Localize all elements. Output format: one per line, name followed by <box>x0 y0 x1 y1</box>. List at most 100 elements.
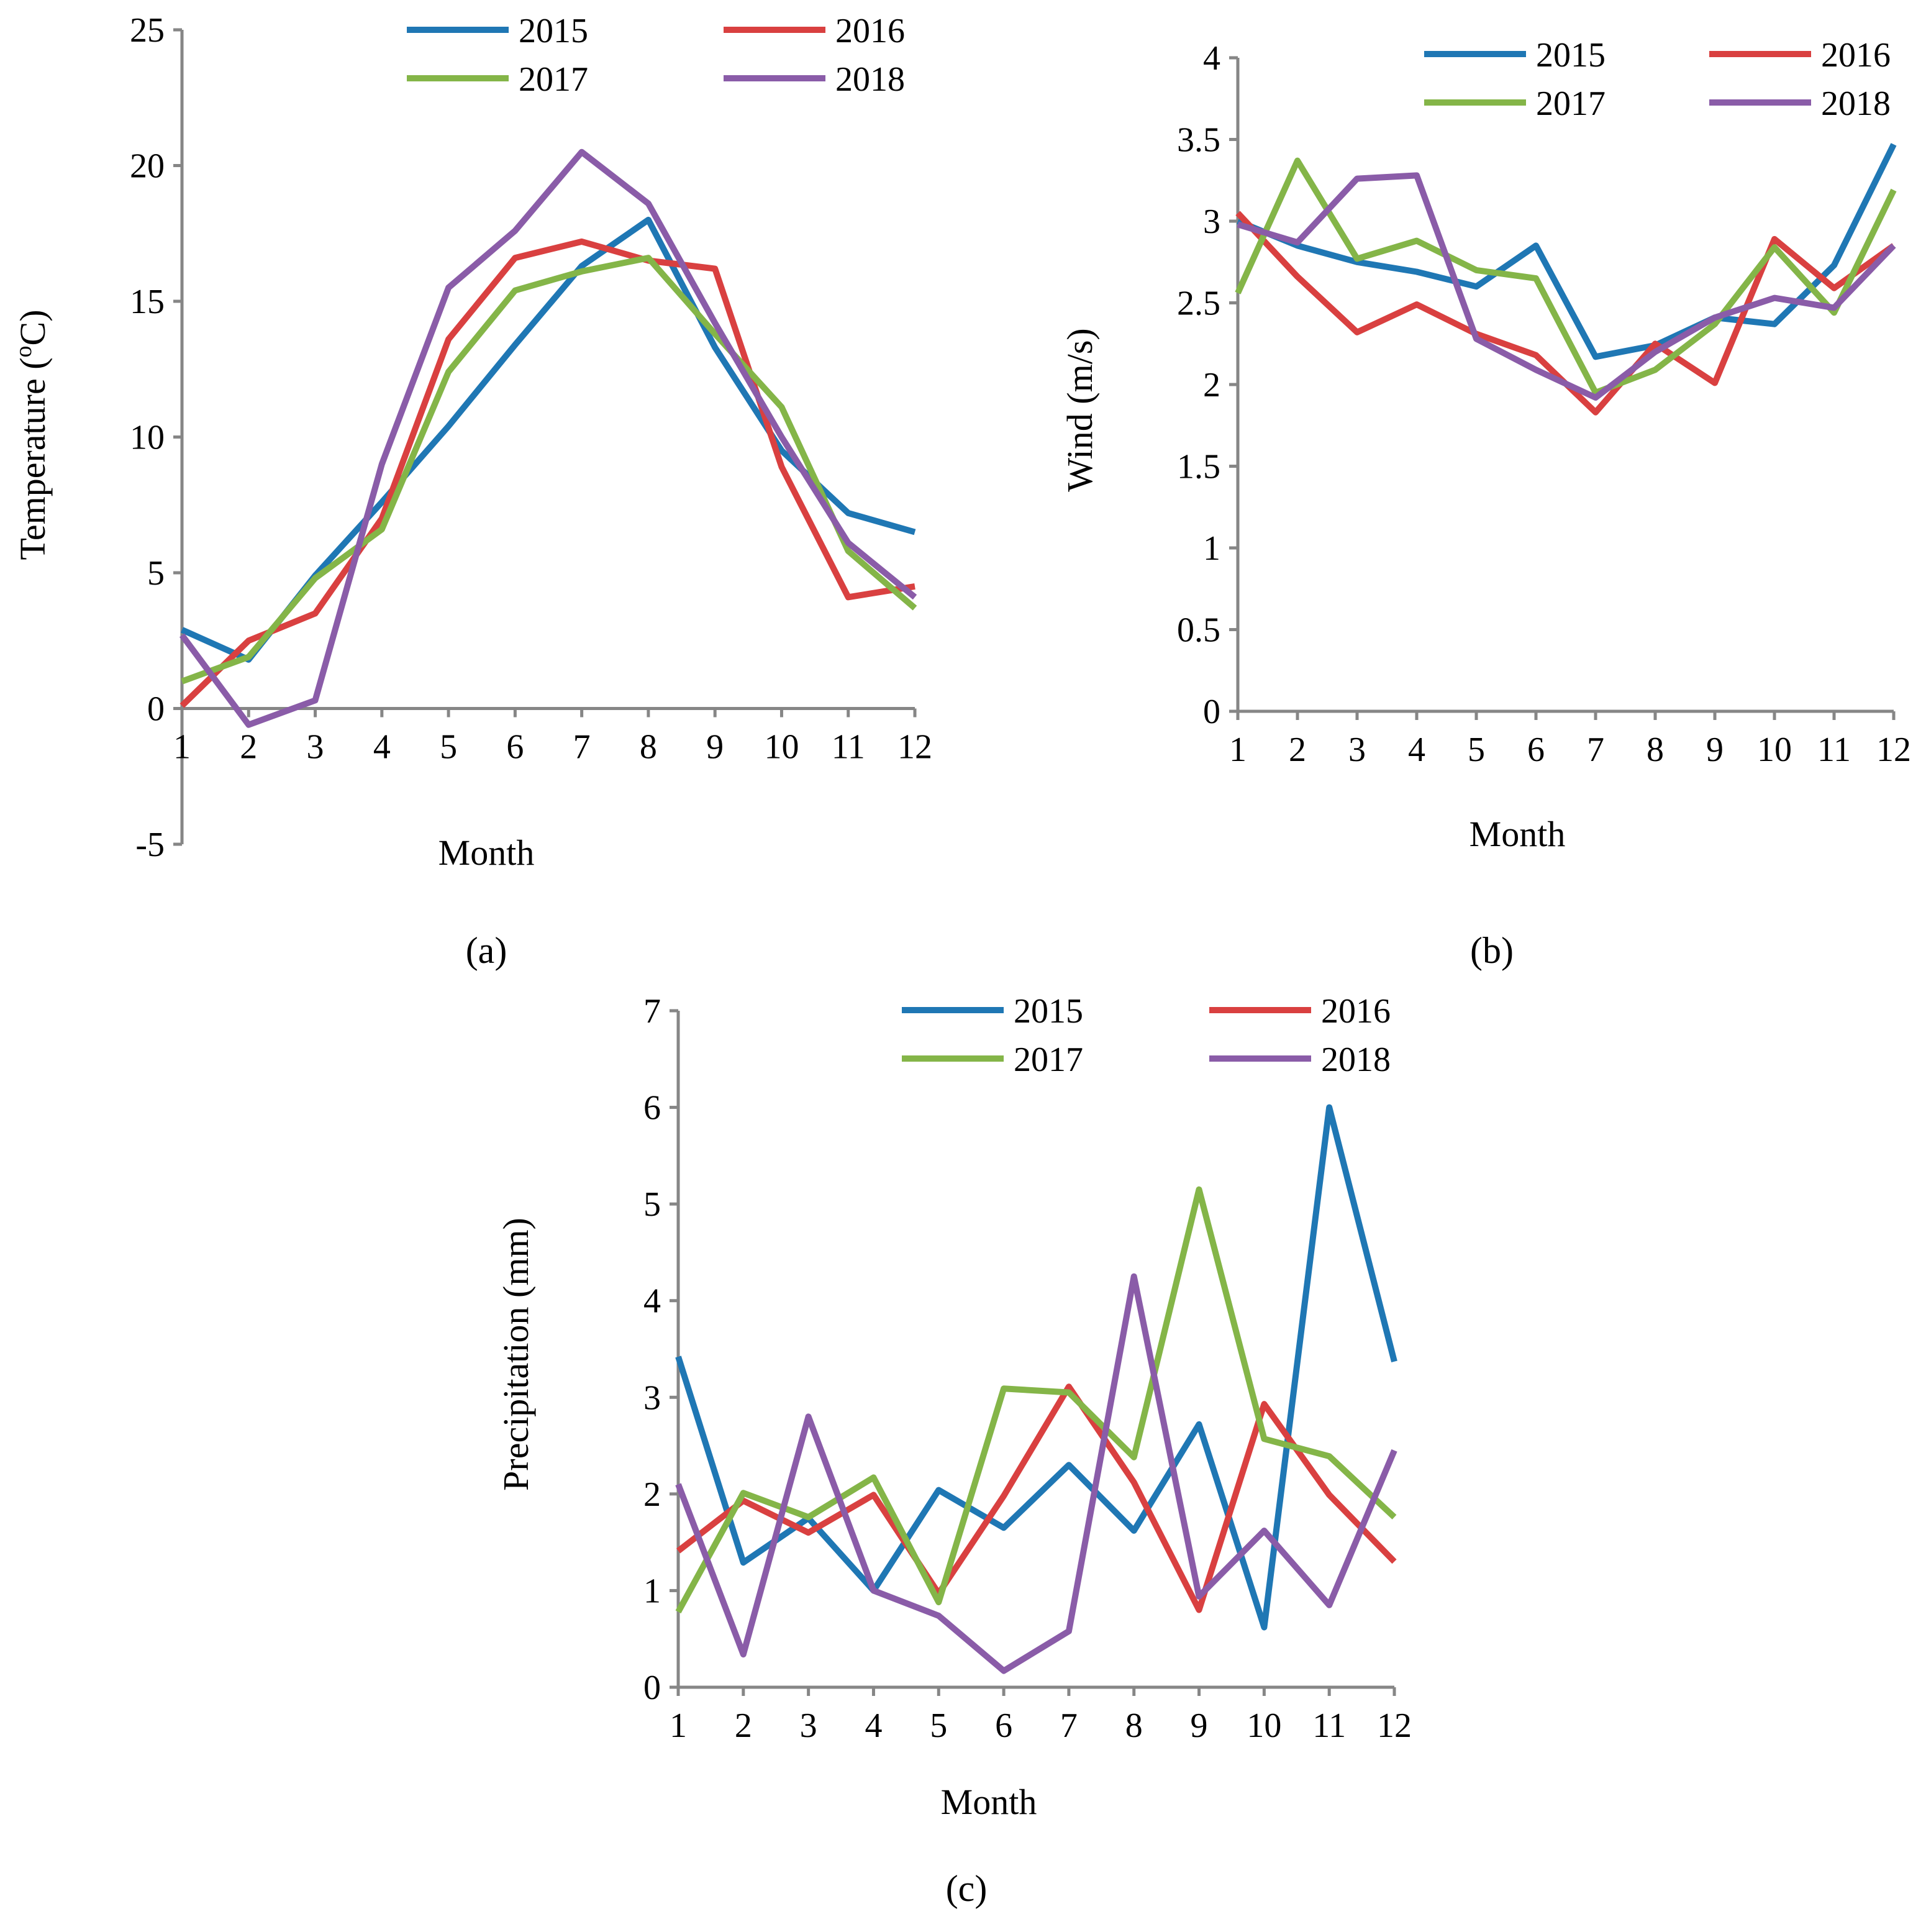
panel-b-x-tick-label: 4 <box>1408 731 1425 769</box>
panel-b-y-tick-label: 4 <box>1203 39 1220 78</box>
panel-a-y-tick-label: 20 <box>130 147 165 186</box>
panel-a-x-tick-label: 2 <box>240 728 257 767</box>
panel-c-y-tick-label: 7 <box>643 992 661 1031</box>
panel-b-x-tick-label: 1 <box>1229 731 1247 769</box>
panel-c-legend-label-2017: 2017 <box>1014 1041 1083 1079</box>
panel-c-legend-label-2018: 2018 <box>1321 1041 1391 1079</box>
panel-c-y-tick-label: 4 <box>643 1282 661 1321</box>
panel-b-legend-label-2015: 2015 <box>1536 36 1606 75</box>
panel-a-xlabel: Month <box>438 832 535 873</box>
panel-b-x-tick-label: 2 <box>1289 731 1306 769</box>
panel-c-x-tick-label: 4 <box>865 1706 882 1745</box>
panel-a-y-tick-label: -5 <box>135 826 165 864</box>
panel-a-series-2017 <box>181 255 917 685</box>
panel-a-y-tick-label: 0 <box>147 690 165 729</box>
panel-a-x-tick-label: 3 <box>307 728 324 767</box>
panel-b-y-tick-label: 3.5 <box>1177 121 1220 160</box>
panel-a-legend-label-2018: 2018 <box>835 60 905 99</box>
panel-c-series-2018 <box>675 1273 1397 1674</box>
panel-c-label: (c) <box>946 1868 988 1909</box>
panel-b-y-tick-label: 0 <box>1203 693 1220 731</box>
panel-c-series-2015 <box>675 1104 1397 1631</box>
panel-b-x-tick-label: 7 <box>1587 731 1604 769</box>
panel-c-legend-label-2016: 2016 <box>1321 992 1391 1031</box>
panel-b-x-tick-label: 9 <box>1706 731 1724 769</box>
panel-c-x-tick-label: 6 <box>995 1706 1012 1745</box>
panel-a-legend-label-2017: 2017 <box>519 60 588 99</box>
panel-a-x-tick-label: 6 <box>506 728 524 767</box>
panel-a-ylabel-tail: C) <box>12 309 53 345</box>
panel-c-x-tick-label: 3 <box>800 1706 817 1745</box>
panel-a-x-tick-label: 10 <box>764 728 799 767</box>
panel-c-ylabel: Precipitation (mm) <box>496 1218 536 1491</box>
panel-b-legend-label-2017: 2017 <box>1536 84 1606 123</box>
panel-a-y-tick-label: 10 <box>130 419 165 457</box>
panel-b-x-tick-label: 11 <box>1817 731 1851 769</box>
panel-a-y-tick-label: 15 <box>130 283 165 321</box>
panel-a-legend-label-2015: 2015 <box>519 12 588 50</box>
panel-a-x-tick-label: 1 <box>173 728 191 767</box>
panel-a-legend-label-2016: 2016 <box>835 12 905 50</box>
panel-c-y-tick-label: 6 <box>643 1089 661 1128</box>
panel-c-y-tick-label: 5 <box>643 1185 661 1224</box>
panel-c-x-tick-label: 5 <box>930 1706 947 1745</box>
panel-b-y-tick-label: 1.5 <box>1177 448 1220 486</box>
panel-a-ylabel-sup: o <box>11 345 37 357</box>
panel-a-x-tick-label: 8 <box>640 728 657 767</box>
panel-b-xlabel: Month <box>1469 814 1566 854</box>
panel-a-x-tick-label: 9 <box>706 728 724 767</box>
panel-b-y-tick-label: 1 <box>1203 529 1220 568</box>
panel-a-series-2016 <box>179 238 915 708</box>
panel-b-x-tick-label: 3 <box>1348 731 1366 769</box>
panel-c-x-tick-label: 11 <box>1312 1706 1346 1745</box>
panel-b-x-tick-label: 10 <box>1757 731 1792 769</box>
panel-b-ylabel: Wind (m/s) <box>1060 328 1100 491</box>
panel-a-ylabel-main: Temperature ( <box>12 357 53 560</box>
panel-a-y-tick-label: 25 <box>130 11 165 50</box>
panel-b-series-2018 <box>1237 172 1896 401</box>
panel-a-x-tick-label: 12 <box>897 728 932 767</box>
panel-b-series-2017 <box>1235 157 1897 396</box>
panel-a-label: (a) <box>466 930 507 971</box>
panel-a-ylabel: Temperature (oC) <box>11 309 53 560</box>
panel-c-x-tick-label: 9 <box>1191 1706 1208 1745</box>
panel-b-x-tick-label: 5 <box>1468 731 1485 769</box>
panel-b-legend-label-2018: 2018 <box>1821 84 1891 123</box>
panel-b-x-tick-label: 8 <box>1647 731 1664 769</box>
panel-c-x-tick-label: 1 <box>670 1706 687 1745</box>
panel-c-series-2016 <box>676 1383 1397 1613</box>
panel-a-x-tick-label: 4 <box>373 728 391 767</box>
panel-a-x-tick-label: 5 <box>440 728 457 767</box>
panel-c-y-tick-label: 0 <box>643 1669 661 1707</box>
panel-a-series-2018 <box>179 148 917 728</box>
panel-b-legend-label-2016: 2016 <box>1821 36 1891 75</box>
panel-c-y-tick-label: 3 <box>643 1378 661 1417</box>
panel-b-x-tick-label: 12 <box>1876 731 1911 769</box>
panel-a-x-tick-label: 7 <box>573 728 591 767</box>
panel-c-y-tick-label: 2 <box>643 1475 661 1514</box>
panel-a-x-tick-label: 11 <box>832 728 865 767</box>
panel-b-label: (b) <box>1470 930 1514 971</box>
panel-a-series-2015 <box>180 216 916 663</box>
panel-a-y-tick-label: 5 <box>147 554 165 593</box>
panel-b-y-tick-label: 2 <box>1203 366 1220 404</box>
panel-c-x-tick-label: 10 <box>1247 1706 1281 1745</box>
panel-c-x-tick-label: 2 <box>735 1706 752 1745</box>
panel-c-x-tick-label: 7 <box>1060 1706 1078 1745</box>
panel-b-series-2015 <box>1237 143 1897 360</box>
panel-c-xlabel: Month <box>941 1782 1037 1822</box>
panel-b-y-tick-label: 3 <box>1203 203 1220 241</box>
panel-b-x-tick-label: 6 <box>1527 731 1545 769</box>
panel-c-x-tick-label: 8 <box>1125 1706 1143 1745</box>
panel-b-y-tick-label: 0.5 <box>1177 611 1220 650</box>
panel-c-x-tick-label: 12 <box>1377 1706 1412 1745</box>
panel-c-y-tick-label: 1 <box>643 1572 661 1610</box>
panel-c-series-2017 <box>675 1186 1397 1614</box>
